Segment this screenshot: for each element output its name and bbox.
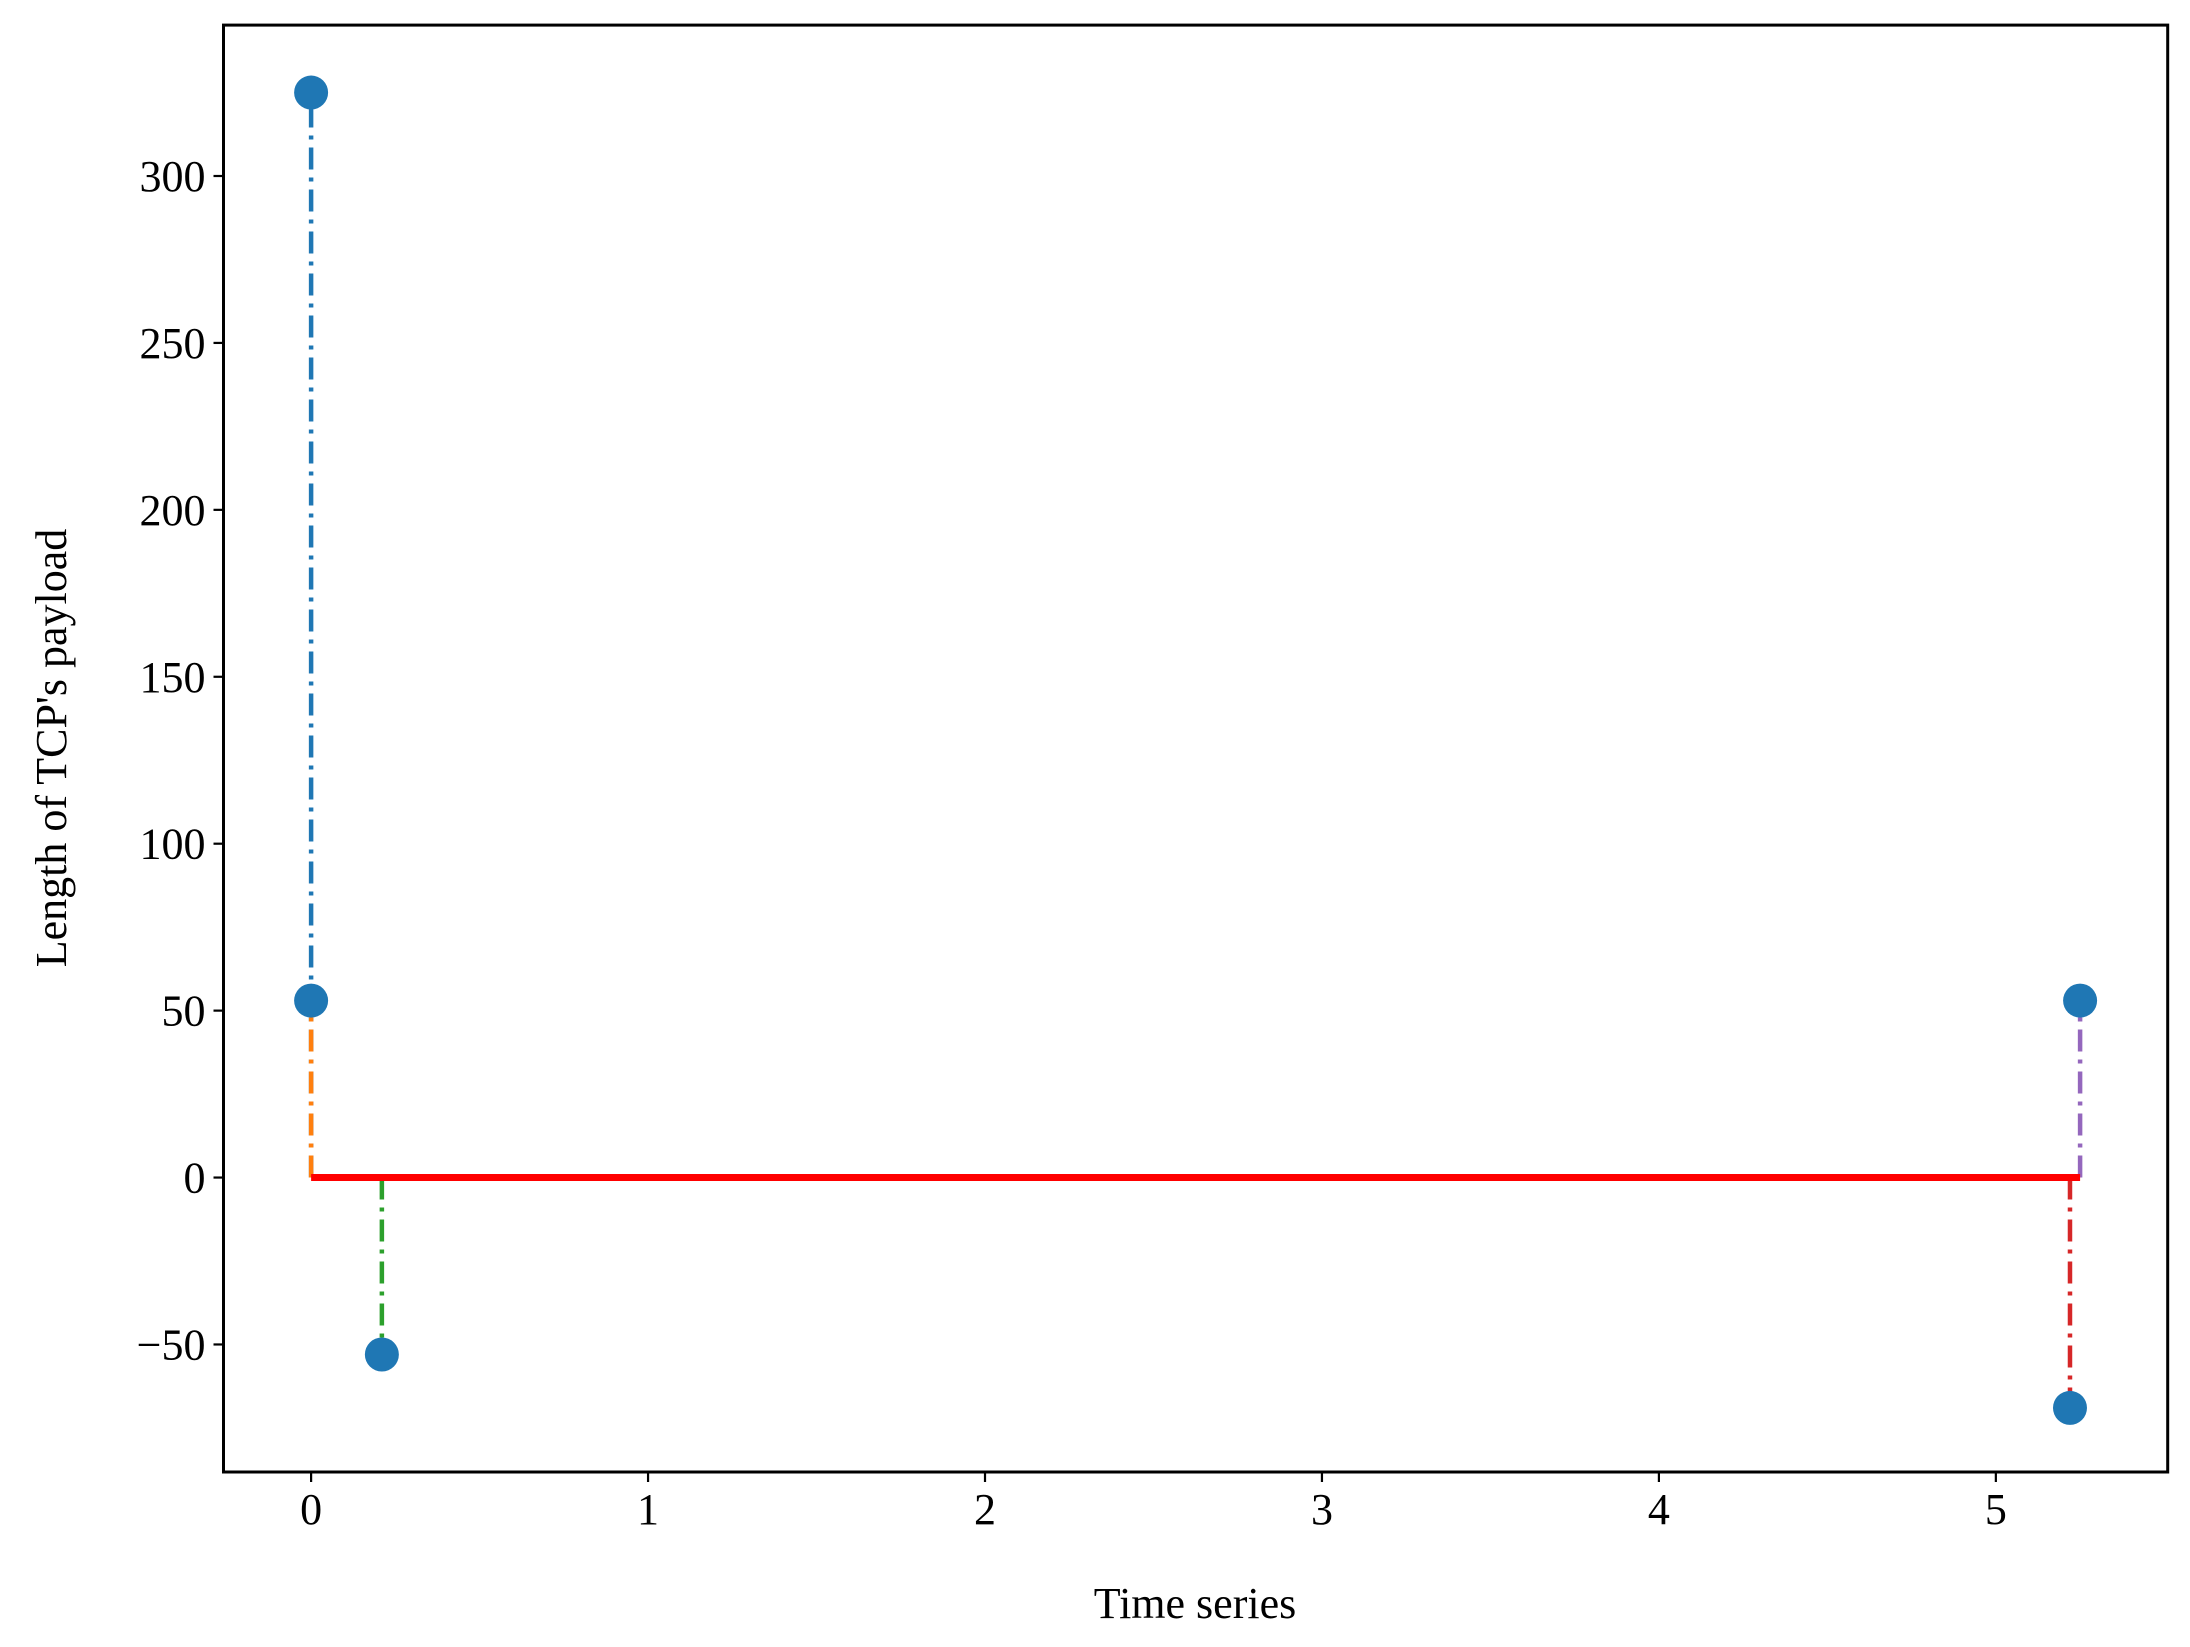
y-tick-label: 50 <box>162 987 206 1036</box>
x-tick-label: 0 <box>300 1485 322 1534</box>
marker <box>364 1337 399 1372</box>
x-tick-label: 2 <box>974 1485 996 1534</box>
x-axis-label: Time series <box>1094 1579 1297 1628</box>
y-tick-label: 150 <box>140 653 206 702</box>
marker <box>2063 983 2098 1018</box>
y-tick-label: 100 <box>140 820 206 869</box>
y-tick-label: 300 <box>140 152 206 201</box>
y-tick-label: 0 <box>184 1154 206 1203</box>
marker <box>294 983 329 1018</box>
y-tick-label: 200 <box>140 486 206 535</box>
y-tick-label: −50 <box>137 1320 206 1369</box>
marker <box>294 75 329 110</box>
x-tick-label: 4 <box>1648 1485 1670 1534</box>
marker <box>2052 1390 2087 1425</box>
x-tick-label: 5 <box>1985 1485 2007 1534</box>
y-tick-label: 250 <box>140 319 206 368</box>
x-tick-label: 1 <box>637 1485 659 1534</box>
y-axis-label: Length of TCP's payload <box>27 529 76 968</box>
plot-frame <box>222 23 2170 1474</box>
x-tick-label: 3 <box>1311 1485 1333 1534</box>
